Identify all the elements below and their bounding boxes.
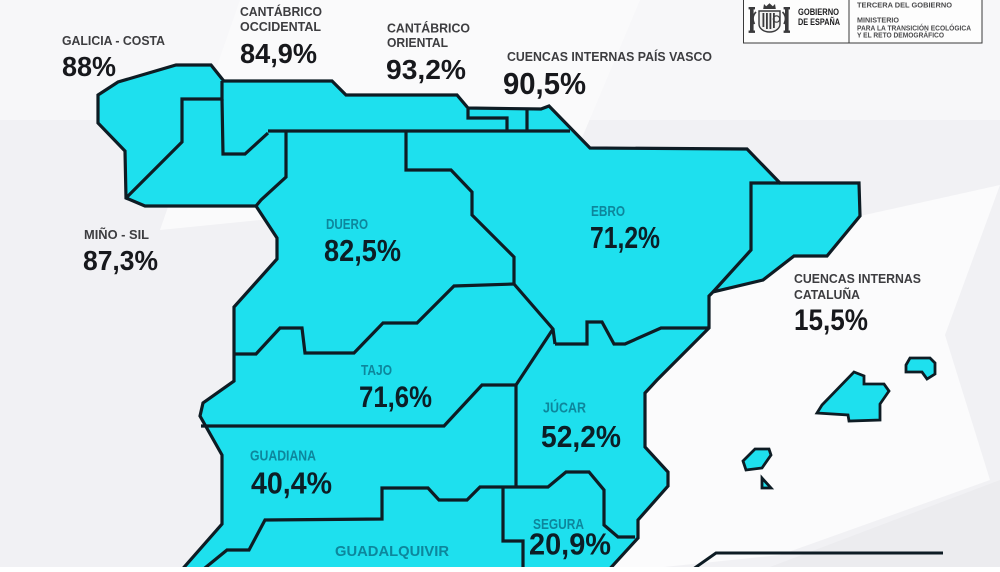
svg-text:90,5%: 90,5% xyxy=(503,66,586,101)
svg-text:20,9%: 20,9% xyxy=(529,527,611,562)
svg-text:CUENCAS INTERNAS: CUENCAS INTERNAS xyxy=(794,271,921,286)
svg-text:82,5%: 82,5% xyxy=(324,233,401,268)
svg-text:CUENCAS INTERNAS PAÍS VASCO: CUENCAS INTERNAS PAÍS VASCO xyxy=(507,49,712,64)
svg-text:ORIENTAL: ORIENTAL xyxy=(387,35,448,50)
svg-text:TAJO: TAJO xyxy=(361,362,392,379)
svg-text:JÚCAR: JÚCAR xyxy=(543,399,586,417)
svg-text:CATALUÑA: CATALUÑA xyxy=(794,287,861,302)
svg-text:GUADALQUIVIR: GUADALQUIVIR xyxy=(335,543,449,560)
svg-text:15,5%: 15,5% xyxy=(794,304,868,337)
svg-text:Y EL RETO DEMOGRÁFICO: Y EL RETO DEMOGRÁFICO xyxy=(857,31,945,40)
svg-text:87,3%: 87,3% xyxy=(83,245,158,276)
svg-text:93,2%: 93,2% xyxy=(386,54,466,85)
svg-text:GALICIA - COSTA: GALICIA - COSTA xyxy=(62,33,166,48)
svg-text:84,9%: 84,9% xyxy=(240,38,317,69)
svg-text:88%: 88% xyxy=(62,51,116,82)
svg-text:DE ESPAÑA: DE ESPAÑA xyxy=(798,17,840,28)
svg-text:40,4%: 40,4% xyxy=(251,466,332,501)
svg-text:DUERO: DUERO xyxy=(326,216,368,233)
svg-text:TERCERA DEL GOBIERNO: TERCERA DEL GOBIERNO xyxy=(857,3,953,10)
svg-text:EBRO: EBRO xyxy=(591,203,625,220)
svg-text:CANTÁBRICO: CANTÁBRICO xyxy=(387,21,470,36)
svg-text:SEGURA: SEGURA xyxy=(533,516,584,533)
svg-text:71,6%: 71,6% xyxy=(359,381,432,414)
svg-text:71,2%: 71,2% xyxy=(590,220,660,255)
svg-text:CANTÁBRICO: CANTÁBRICO xyxy=(240,4,322,19)
svg-text:OCCIDENTAL: OCCIDENTAL xyxy=(240,19,321,34)
svg-text:MINISTERIO: MINISTERIO xyxy=(857,18,900,25)
svg-text:MIÑO - SIL: MIÑO - SIL xyxy=(84,227,149,242)
svg-text:52,2%: 52,2% xyxy=(541,419,621,454)
svg-text:GUADIANA: GUADIANA xyxy=(250,448,316,465)
svg-text:PARA LA TRANSICIÓN ECOLÓGICA: PARA LA TRANSICIÓN ECOLÓGICA xyxy=(857,24,971,33)
svg-text:GOBIERNO: GOBIERNO xyxy=(798,7,839,18)
